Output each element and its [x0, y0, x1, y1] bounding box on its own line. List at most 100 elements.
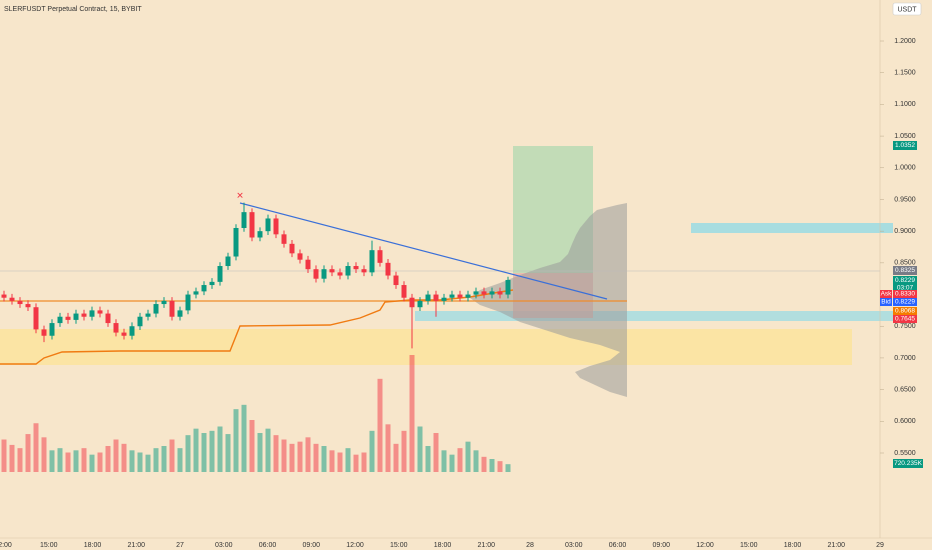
badge [880, 290, 892, 298]
candle-body [289, 243, 295, 254]
volume-bar [241, 404, 247, 472]
candle-body [449, 294, 455, 298]
candle-body [57, 316, 63, 324]
candle-body [337, 272, 343, 276]
volume-bar [337, 452, 343, 472]
chart-title: SLERFUSDT Perpetual Contract, 15, BYBIT [4, 6, 142, 13]
candle-body [97, 310, 103, 314]
badge-text: 0.8229 [895, 277, 915, 284]
badge [893, 307, 917, 315]
badge-text: 0.8330 [895, 291, 915, 298]
currency-label[interactable]: USDT [897, 6, 917, 13]
volume-bar [1, 439, 7, 472]
candle-body [89, 310, 95, 317]
volume-bar [57, 448, 63, 472]
volume-bar [137, 452, 143, 472]
volume-bar [473, 450, 479, 472]
candle-body [105, 313, 111, 324]
y-tick-label: 1.0500 [894, 133, 916, 140]
x-tick-label: 06:00 [259, 542, 277, 549]
y-tick-label: 0.6500 [894, 386, 916, 393]
candle-body [193, 291, 199, 295]
candle-body [73, 313, 79, 320]
volume-bar [33, 423, 39, 472]
candle-body [457, 294, 463, 298]
y-tick-label: 0.7000 [894, 355, 916, 362]
badge [893, 266, 917, 275]
volume-bar [441, 450, 447, 472]
volume-bar [161, 446, 167, 472]
currency-button[interactable] [892, 2, 922, 16]
candle-body [433, 294, 439, 301]
candle-body [441, 297, 447, 301]
candle-body [393, 275, 399, 286]
volume-bar [185, 435, 191, 472]
candle-body [1, 294, 7, 298]
volume-bar [497, 461, 503, 472]
x-tick-label: 21:00 [477, 542, 495, 549]
volume-bar [345, 448, 351, 472]
volume-bar [41, 437, 47, 472]
volume-bar [209, 430, 215, 472]
x-tick-label: 18:00 [784, 542, 802, 549]
candle-body [265, 218, 271, 232]
candle-body [121, 332, 127, 336]
volume-bar [289, 443, 295, 472]
y-tick-label: 0.8500 [894, 260, 916, 267]
volume-profile [470, 203, 627, 397]
badge-text: Ask [881, 291, 893, 298]
x-tick-label: 21:00 [827, 542, 845, 549]
candle-body [329, 269, 335, 273]
y-tick-label: 1.0000 [894, 165, 916, 172]
x-tick-label: 2:00 [0, 542, 12, 549]
x-tick-label: 12:00 [696, 542, 714, 549]
badge-text: 0.8068 [895, 308, 915, 315]
volume-bar [233, 409, 239, 472]
candle-body [425, 294, 431, 301]
candle-body [353, 266, 359, 270]
volume-bar [49, 450, 55, 472]
candle-body [489, 291, 495, 295]
volume-bar [193, 428, 199, 472]
cyan-zone-upper [691, 223, 893, 233]
candle-body [377, 250, 383, 263]
volume-bar [425, 446, 431, 472]
x-tick-label: 15:00 [740, 542, 758, 549]
badge-text: 0.7645 [895, 316, 915, 323]
volume-bar [489, 459, 495, 472]
candle-body [345, 266, 351, 276]
volume-bar [89, 454, 95, 472]
volume-bar [25, 434, 31, 472]
x-tick-label: 15:00 [390, 542, 408, 549]
x-tick-label: 27 [176, 542, 184, 549]
y-tick-label: 1.1500 [894, 70, 916, 77]
badge [893, 459, 923, 468]
volume-bar [377, 378, 383, 472]
volume-bar [265, 428, 271, 472]
x-tick-label: 03:00 [215, 542, 233, 549]
volume-bar [169, 439, 175, 472]
candle-body [41, 329, 47, 336]
x-tick-label: 06:00 [609, 542, 627, 549]
cyan-zone [415, 311, 893, 321]
candle-body [17, 300, 23, 305]
volume-bar [393, 443, 399, 472]
candle-body [473, 291, 479, 295]
badge [893, 276, 917, 292]
badge-text: 1.0352 [895, 142, 915, 149]
candle-body [241, 212, 247, 228]
volume-bar [417, 426, 423, 472]
x-tick-label: 09:00 [652, 542, 670, 549]
volume-bar [433, 433, 439, 472]
volume-bar [201, 433, 207, 472]
candle-body [257, 231, 263, 238]
x-tick-label: 12:00 [346, 542, 364, 549]
candle-body [465, 294, 471, 298]
candle-body [217, 266, 223, 282]
candle-body [505, 279, 511, 295]
vwap-line [0, 289, 514, 365]
volume-bar [73, 450, 79, 472]
y-tick-label: 1.2000 [894, 38, 916, 45]
volume-bar [305, 437, 311, 472]
